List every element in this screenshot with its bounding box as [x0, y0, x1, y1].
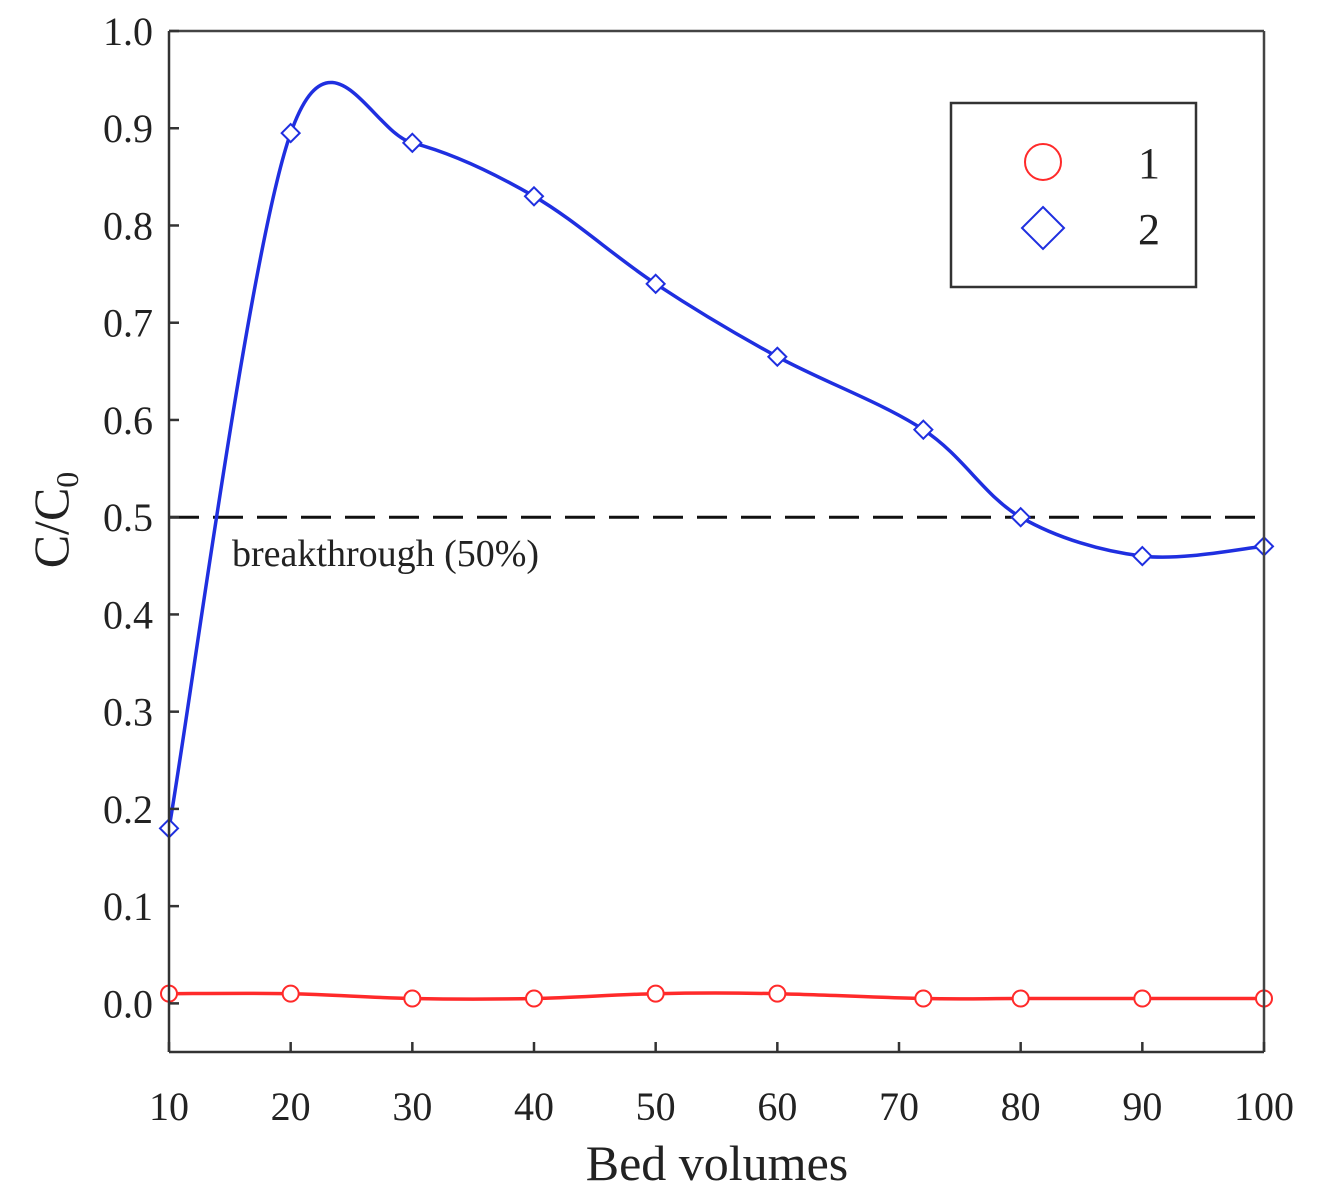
series-1-point	[646, 984, 665, 1003]
y-tick-label: 0.0	[103, 981, 153, 1026]
series-1-point	[403, 989, 422, 1008]
y-tick-label: 0.2	[103, 787, 153, 832]
legend-box	[949, 101, 1198, 289]
series-1-point	[1011, 989, 1030, 1008]
legend-label-1: 1	[1138, 139, 1160, 188]
y-tick-label: 1.0	[103, 9, 153, 54]
y-axis-title: C/C0	[23, 472, 85, 569]
series-2-point	[401, 132, 423, 154]
y-tick-label: 0.9	[103, 106, 153, 151]
x-tick-label: 70	[879, 1084, 919, 1129]
series-1-point	[525, 989, 543, 1008]
series-2-point	[645, 273, 667, 295]
series-2-point	[1010, 506, 1032, 528]
series-2-line	[167, 80, 1265, 829]
x-tick-label: 50	[636, 1084, 676, 1129]
y-tick-label: 0.7	[103, 301, 153, 346]
series-1-point	[768, 984, 787, 1003]
series-1-point	[1133, 989, 1152, 1008]
x-tick-label: 100	[1234, 1084, 1294, 1129]
series-2-point	[766, 346, 788, 368]
series-2-point	[523, 185, 545, 207]
x-tick-label: 60	[757, 1084, 797, 1129]
y-tick-label: 0.8	[103, 203, 153, 248]
series-2-point	[912, 419, 934, 441]
series-1-point	[914, 989, 933, 1008]
y-axis-title-subscript: 0	[49, 472, 85, 488]
series-2-point	[1131, 545, 1153, 567]
x-tick-label: 20	[271, 1084, 311, 1129]
legend-label-2: 2	[1138, 205, 1160, 254]
y-tick-label: 0.6	[103, 398, 153, 443]
x-tick-label: 40	[514, 1084, 554, 1129]
legend: 12	[949, 101, 1198, 289]
y-tick-label: 0.1	[103, 884, 153, 929]
y-tick-label: 0.5	[103, 495, 153, 540]
y-axis-title-main: C/C	[23, 488, 79, 569]
legend-marker-1	[1024, 143, 1062, 181]
x-axis-title: Bed volumes	[586, 1135, 848, 1191]
y-tick-label: 0.3	[103, 690, 153, 735]
series-2-point	[280, 122, 302, 144]
x-tick-label: 80	[1001, 1084, 1041, 1129]
x-tick-label: 10	[149, 1084, 189, 1129]
x-tick-label: 90	[1122, 1084, 1162, 1129]
series-1-line	[168, 991, 1264, 1001]
x-tick-label: 30	[392, 1084, 432, 1129]
legend-marker-2	[1020, 205, 1066, 251]
y-tick-label: 0.4	[103, 592, 153, 637]
breakthrough-annotation: breakthrough (50%)	[232, 533, 539, 575]
series-1-point	[281, 984, 300, 1003]
